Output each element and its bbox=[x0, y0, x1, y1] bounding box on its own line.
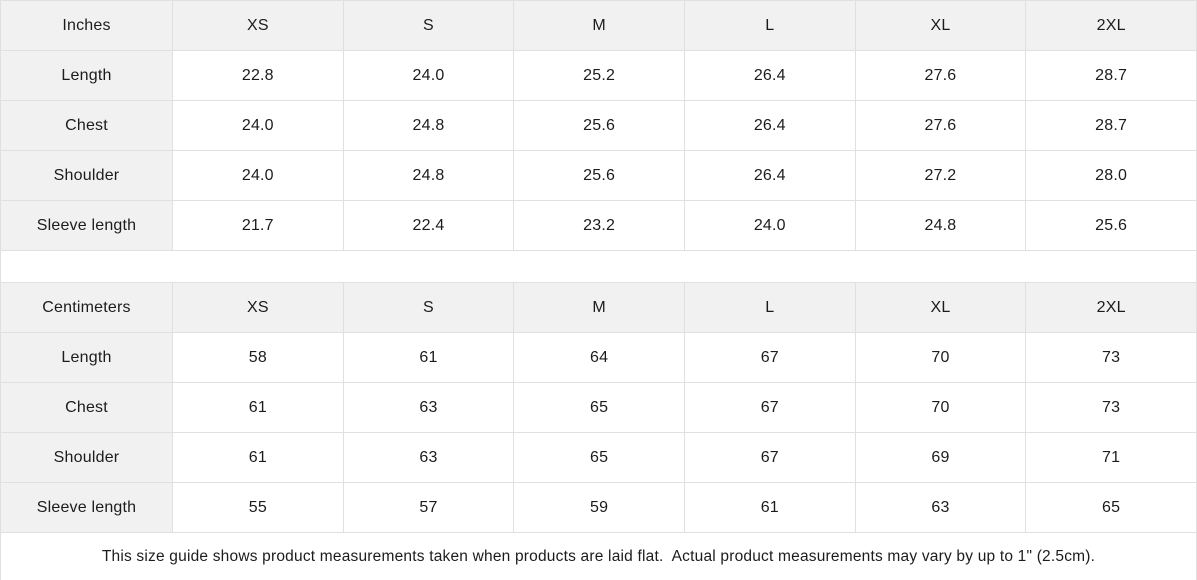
measurement-cell: 25.6 bbox=[1025, 200, 1197, 251]
measurement-cell: 26.4 bbox=[683, 100, 856, 151]
measurement-cell: 21.7 bbox=[172, 200, 344, 251]
measurement-cell: 25.2 bbox=[513, 50, 685, 101]
measurement-cell: 22.4 bbox=[342, 200, 515, 251]
footer-row: This size guide shows product measuremen… bbox=[0, 532, 1197, 580]
row-label-length: Length bbox=[0, 332, 173, 383]
measurement-cell: 63 bbox=[854, 482, 1027, 533]
measurement-cell: 27.6 bbox=[854, 100, 1027, 151]
measurement-cell: 28.7 bbox=[1025, 50, 1197, 101]
row-label-sleeve-length: Sleeve length bbox=[0, 200, 173, 251]
table-row: Chest 24.0 24.8 25.6 26.4 27.6 28.7 bbox=[0, 100, 1197, 151]
measurement-cell: 55 bbox=[172, 482, 344, 533]
measurement-cell: 73 bbox=[1025, 332, 1197, 383]
centimeters-header-row: Centimeters XS S M L XL 2XL bbox=[0, 282, 1197, 333]
size-guide-note: This size guide shows product measuremen… bbox=[0, 532, 1197, 580]
measurement-cell: 70 bbox=[854, 382, 1027, 433]
measurement-cell: 59 bbox=[513, 482, 685, 533]
measurement-cell: 71 bbox=[1025, 432, 1197, 483]
measurement-cell: 24.0 bbox=[342, 50, 515, 101]
measurement-cell: 24.0 bbox=[172, 150, 344, 201]
measurement-cell: 61 bbox=[342, 332, 515, 383]
size-col-header-xs: XS bbox=[172, 0, 344, 51]
table-spacer bbox=[0, 250, 1197, 283]
measurement-cell: 28.0 bbox=[1025, 150, 1197, 201]
measurement-cell: 65 bbox=[513, 432, 685, 483]
size-col-header-2xl: 2XL bbox=[1025, 0, 1197, 51]
measurement-cell: 27.6 bbox=[854, 50, 1027, 101]
measurement-cell: 67 bbox=[683, 332, 856, 383]
table-row: Length 22.8 24.0 25.2 26.4 27.6 28.7 bbox=[0, 50, 1197, 101]
row-label-length: Length bbox=[0, 50, 173, 101]
size-col-header-xs: XS bbox=[172, 282, 344, 333]
size-col-header-xl: XL bbox=[854, 0, 1027, 51]
measurement-cell: 58 bbox=[172, 332, 344, 383]
measurement-cell: 67 bbox=[683, 432, 856, 483]
measurement-cell: 27.2 bbox=[854, 150, 1027, 201]
measurement-cell: 63 bbox=[342, 382, 515, 433]
measurement-cell: 24.8 bbox=[854, 200, 1027, 251]
measurement-cell: 22.8 bbox=[172, 50, 344, 101]
measurement-cell: 57 bbox=[342, 482, 515, 533]
row-label-chest: Chest bbox=[0, 382, 173, 433]
table-row: Sleeve length 55 57 59 61 63 65 bbox=[0, 482, 1197, 533]
measurement-cell: 65 bbox=[1025, 482, 1197, 533]
row-label-shoulder: Shoulder bbox=[0, 432, 173, 483]
measurement-cell: 23.2 bbox=[513, 200, 685, 251]
size-col-header-s: S bbox=[342, 282, 515, 333]
measurement-cell: 25.6 bbox=[513, 100, 685, 151]
size-col-header-xl: XL bbox=[854, 282, 1027, 333]
table-row: Chest 61 63 65 67 70 73 bbox=[0, 382, 1197, 433]
measurement-cell: 24.0 bbox=[683, 200, 856, 251]
measurement-cell: 67 bbox=[683, 382, 856, 433]
measurement-cell: 61 bbox=[172, 382, 344, 433]
measurement-cell: 70 bbox=[854, 332, 1027, 383]
measurement-cell: 26.4 bbox=[683, 150, 856, 201]
measurement-cell: 24.8 bbox=[342, 100, 515, 151]
measurement-cell: 25.6 bbox=[513, 150, 685, 201]
measurement-cell: 69 bbox=[854, 432, 1027, 483]
size-col-header-s: S bbox=[342, 0, 515, 51]
size-col-header-l: L bbox=[683, 0, 856, 51]
measurement-cell: 24.0 bbox=[172, 100, 344, 151]
centimeters-unit-header: Centimeters bbox=[0, 282, 173, 333]
size-col-header-m: M bbox=[513, 0, 685, 51]
measurement-cell: 61 bbox=[683, 482, 856, 533]
measurement-cell: 63 bbox=[342, 432, 515, 483]
measurement-cell: 65 bbox=[513, 382, 685, 433]
inches-header-row: Inches XS S M L XL 2XL bbox=[0, 0, 1197, 51]
size-col-header-m: M bbox=[513, 282, 685, 333]
row-label-chest: Chest bbox=[0, 100, 173, 151]
table-row: Shoulder 24.0 24.8 25.6 26.4 27.2 28.0 bbox=[0, 150, 1197, 201]
inches-unit-header: Inches bbox=[0, 0, 173, 51]
size-col-header-l: L bbox=[683, 282, 856, 333]
measurement-cell: 26.4 bbox=[683, 50, 856, 101]
spacer-cell bbox=[0, 250, 1197, 283]
measurement-cell: 61 bbox=[172, 432, 344, 483]
measurement-cell: 73 bbox=[1025, 382, 1197, 433]
measurement-cell: 28.7 bbox=[1025, 100, 1197, 151]
measurement-cell: 64 bbox=[513, 332, 685, 383]
size-col-header-2xl: 2XL bbox=[1025, 282, 1197, 333]
table-row: Shoulder 61 63 65 67 69 71 bbox=[0, 432, 1197, 483]
table-row: Length 58 61 64 67 70 73 bbox=[0, 332, 1197, 383]
row-label-sleeve-length: Sleeve length bbox=[0, 482, 173, 533]
measurement-cell: 24.8 bbox=[342, 150, 515, 201]
table-row: Sleeve length 21.7 22.4 23.2 24.0 24.8 2… bbox=[0, 200, 1197, 251]
row-label-shoulder: Shoulder bbox=[0, 150, 173, 201]
